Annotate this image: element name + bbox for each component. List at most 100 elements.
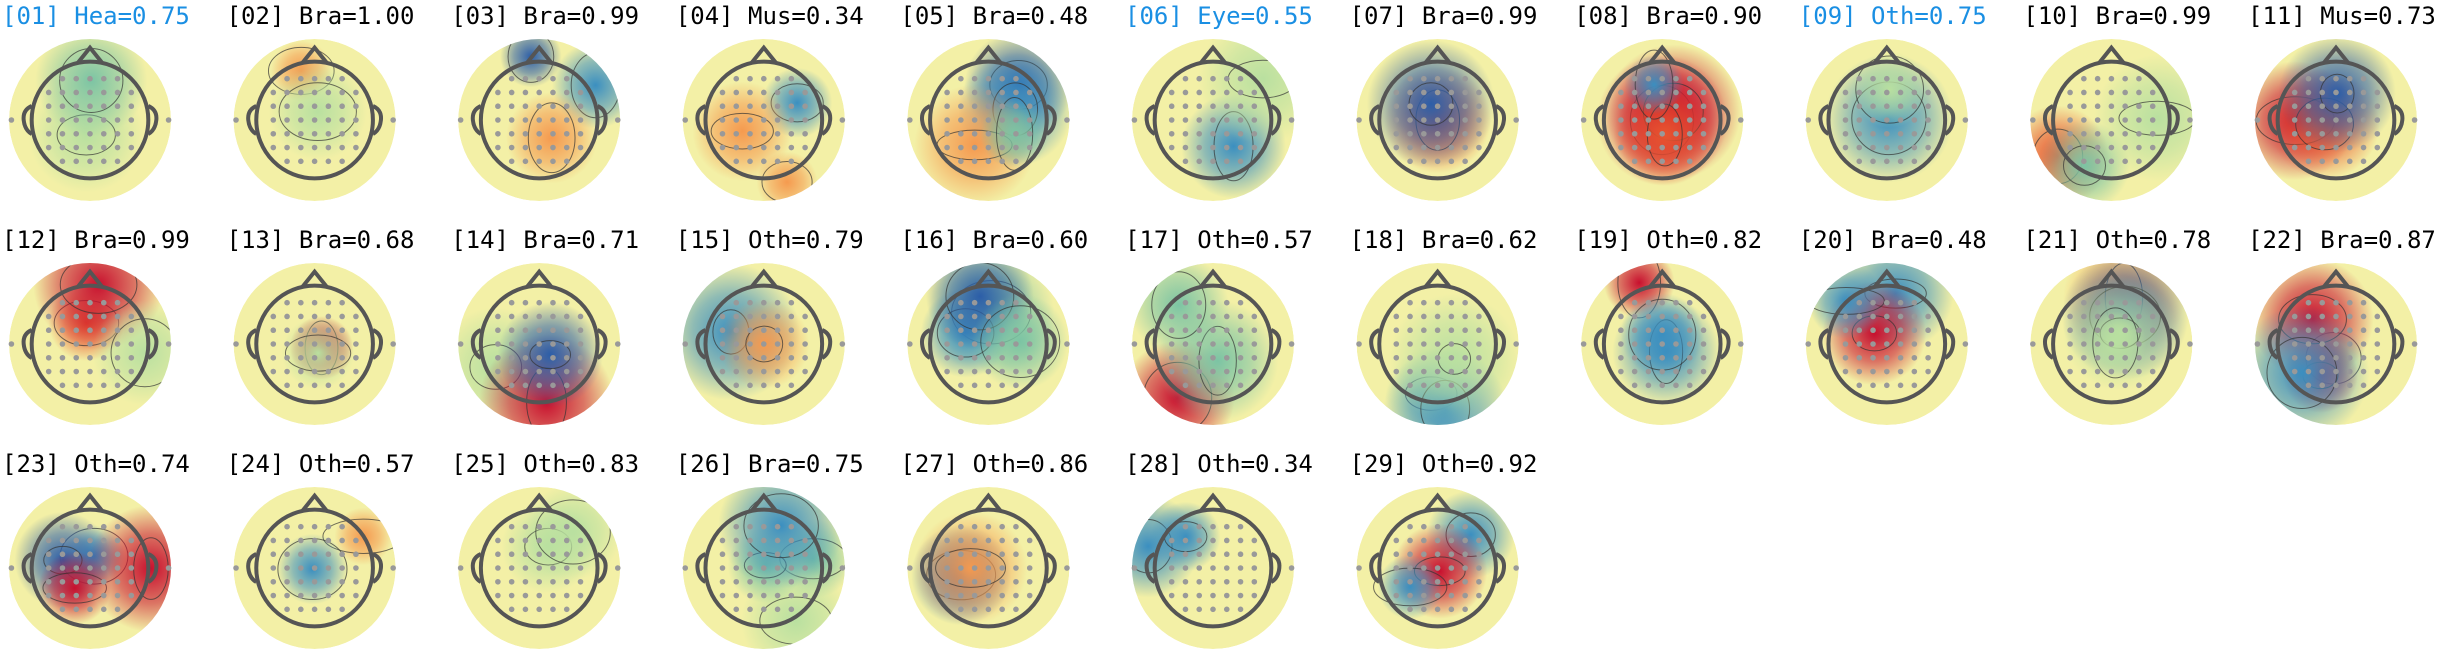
electrode — [1659, 75, 1665, 82]
electrode — [1026, 103, 1033, 110]
electrode — [774, 158, 781, 165]
electrode — [747, 130, 753, 137]
electrode — [999, 578, 1005, 585]
contour-line — [1634, 49, 1674, 120]
electrode — [1673, 117, 1679, 123]
electrode — [2305, 354, 2312, 361]
electrode — [1448, 144, 1455, 151]
electrode — [1659, 158, 1665, 165]
electrode — [1897, 327, 1904, 334]
electrode — [1856, 103, 1863, 110]
electrode — [971, 551, 978, 558]
electrode — [1870, 368, 1876, 375]
electrode — [944, 89, 950, 96]
left-ear — [1818, 104, 1830, 136]
electrode — [1462, 313, 1468, 320]
electrode — [944, 130, 950, 137]
topomap: [03] Bra=0.99 — [451, 2, 639, 201]
electrode — [2346, 368, 2353, 375]
electrode — [1870, 341, 1876, 347]
right-ear — [1494, 328, 1507, 360]
electrode — [2094, 103, 2101, 110]
electrode — [1700, 130, 1707, 137]
electrode — [747, 89, 753, 96]
electrode — [270, 354, 277, 361]
head-outline — [1826, 283, 1948, 405]
electrode — [353, 565, 359, 571]
electrode — [311, 75, 318, 82]
electrode — [284, 327, 290, 334]
electrode — [999, 103, 1005, 110]
electrode — [1182, 327, 1189, 334]
electrode — [563, 144, 570, 151]
electrode — [682, 565, 689, 571]
topomap: [21] Oth=0.78 — [2023, 226, 2211, 425]
electrode — [284, 523, 290, 530]
electrode — [1013, 382, 1019, 389]
electrode — [1237, 523, 1244, 530]
electrode — [536, 158, 542, 165]
electrode — [1182, 382, 1189, 389]
activation-blob — [1377, 554, 1443, 620]
electrode — [1856, 354, 1863, 361]
electrode — [495, 368, 501, 375]
electrode — [311, 341, 318, 347]
electrode — [165, 341, 172, 347]
electrode — [2346, 382, 2353, 389]
electrode — [100, 537, 107, 544]
electrode — [577, 354, 584, 361]
electrode — [788, 606, 795, 613]
electrode — [1462, 565, 1468, 571]
electrode — [761, 382, 767, 389]
electrode — [1911, 103, 1918, 110]
electrode — [1196, 144, 1203, 151]
electrode — [1645, 103, 1652, 110]
electrode — [2360, 299, 2367, 306]
electrode — [747, 606, 753, 613]
electrode — [1182, 578, 1189, 585]
head-outline — [478, 59, 600, 181]
right-ear — [1045, 104, 1057, 136]
electrode — [1223, 606, 1230, 613]
electrode — [747, 341, 753, 347]
electrode — [550, 313, 556, 320]
electrode — [1686, 341, 1693, 347]
electrode — [2346, 144, 2353, 151]
electrode — [958, 75, 964, 82]
electrode — [1911, 368, 1918, 375]
contour-line — [507, 39, 555, 83]
nose — [1199, 268, 1227, 288]
electrode — [536, 382, 542, 389]
electrode — [339, 382, 345, 389]
electrode — [747, 103, 753, 110]
electrode — [536, 341, 542, 347]
electrode — [1870, 130, 1876, 137]
electrode — [1210, 551, 1216, 558]
electrode — [100, 117, 107, 123]
electrode — [1462, 382, 1468, 389]
electrode — [1013, 130, 1019, 137]
electrode — [2291, 89, 2298, 96]
electrode — [733, 382, 740, 389]
electrode — [2305, 368, 2312, 375]
electrode — [100, 299, 107, 306]
electrode — [128, 578, 135, 585]
electrode — [774, 551, 781, 558]
right-ear — [596, 104, 608, 136]
contour-line — [59, 263, 138, 314]
electrode — [59, 158, 66, 165]
electrode — [1288, 117, 1295, 123]
electrode — [1462, 327, 1468, 334]
electrode — [1421, 313, 1427, 320]
electrode — [1182, 606, 1189, 613]
electrode — [1434, 299, 1441, 306]
electrode — [1421, 158, 1427, 165]
electrode — [1182, 117, 1189, 123]
electrode — [390, 341, 396, 347]
electrode — [747, 551, 753, 558]
electrode — [1237, 537, 1244, 544]
electrode — [563, 103, 570, 110]
component-label: [07] Bra=0.99 — [1350, 2, 1538, 30]
electrode — [2333, 327, 2339, 334]
electrode — [2108, 299, 2115, 306]
